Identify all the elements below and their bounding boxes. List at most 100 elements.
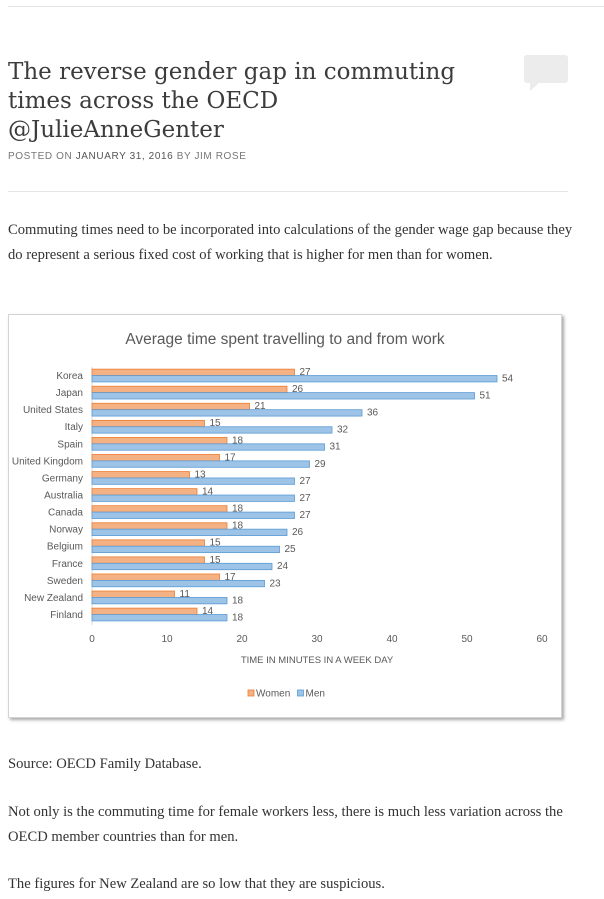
comment-bubble-icon[interactable] xyxy=(524,55,568,91)
bar-women xyxy=(91,488,198,496)
bar-women xyxy=(91,539,205,547)
meta-author[interactable]: BY JIM ROSE xyxy=(176,151,247,162)
x-tick-label: 30 xyxy=(311,634,323,645)
category-label: United States xyxy=(23,405,83,416)
data-label-women: 13 xyxy=(195,469,207,480)
data-label-men: 36 xyxy=(367,408,379,419)
legend-label-women: Women xyxy=(256,689,290,700)
post-title-line-1: The reverse gender gap in commuting xyxy=(8,59,456,85)
category-label: Australia xyxy=(44,491,83,502)
data-label-women: 15 xyxy=(210,538,222,549)
bar-women xyxy=(91,419,205,428)
content-divider xyxy=(8,191,568,192)
paragraph-source: Source: OECD Family Database. xyxy=(8,756,202,772)
post-title-line-3: @JulieAnneGenter xyxy=(8,117,224,143)
category-label: United Kingdom xyxy=(12,456,83,467)
legend-swatch-men xyxy=(297,689,304,697)
bar-men xyxy=(91,409,363,417)
category-label: Sweden xyxy=(47,576,83,587)
bar-men xyxy=(91,562,273,571)
data-label-men: 25 xyxy=(285,544,297,555)
data-label-women: 18 xyxy=(232,521,244,532)
chart-title: Average time spent travelling to and fro… xyxy=(125,331,445,348)
data-label-women: 17 xyxy=(225,572,237,583)
legend-swatch-women xyxy=(247,689,255,697)
category-label: Spain xyxy=(57,439,83,450)
bar-men xyxy=(91,477,295,485)
meta-posted-on: POSTED ON xyxy=(8,151,73,162)
data-label-men: 54 xyxy=(502,373,514,384)
data-label-women: 17 xyxy=(225,452,237,463)
bar-men xyxy=(91,426,333,434)
bar-men xyxy=(91,614,228,622)
category-label: Germany xyxy=(42,473,83,484)
data-label-men: 18 xyxy=(232,595,244,606)
category-label: France xyxy=(52,559,84,570)
data-label-men: 24 xyxy=(277,561,289,572)
bar-men xyxy=(91,597,228,605)
bar-women xyxy=(91,385,288,394)
x-tick-label: 60 xyxy=(536,634,548,645)
bar-women xyxy=(91,573,220,581)
legend-label-men: Men xyxy=(306,689,325,700)
data-label-men: 23 xyxy=(270,578,282,589)
paragraph-intro: Commuting times need to be incorporated … xyxy=(8,222,573,263)
category-label: Japan xyxy=(56,388,83,399)
bar-women xyxy=(91,590,175,598)
data-label-men: 26 xyxy=(292,527,304,538)
paragraph-variation: Not only is the commuting time for femal… xyxy=(8,804,563,845)
bar-chart: Average time spent travelling to and fro… xyxy=(12,331,548,700)
data-label-men: 31 xyxy=(330,442,342,453)
data-label-men: 51 xyxy=(480,391,492,402)
paragraph-new-zealand: The figures for New Zealand are so low t… xyxy=(8,876,385,892)
category-label: Belgium xyxy=(47,542,83,553)
chart-container: Average time spent travelling to and fro… xyxy=(8,314,562,718)
data-label-women: 18 xyxy=(232,435,244,446)
data-label-women: 21 xyxy=(255,401,267,412)
data-label-men: 18 xyxy=(232,612,244,623)
bar-women xyxy=(91,368,295,376)
x-tick-label: 40 xyxy=(386,634,398,645)
category-label: Italy xyxy=(65,422,83,433)
data-label-women: 14 xyxy=(202,487,214,498)
bar-women xyxy=(91,556,205,564)
x-tick-label: 20 xyxy=(236,634,248,645)
x-axis-label: TIME IN MINUTES IN A WEEK DAY xyxy=(241,655,394,666)
x-tick-label: 0 xyxy=(89,634,95,645)
data-label-women: 14 xyxy=(202,606,214,617)
bar-men xyxy=(91,392,475,400)
data-label-women: 15 xyxy=(210,555,222,566)
bar-women xyxy=(91,607,198,615)
bar-women xyxy=(91,437,228,445)
data-label-women: 26 xyxy=(292,384,304,395)
data-label-women: 15 xyxy=(210,418,222,429)
meta-date-link[interactable]: JANUARY 31, 2016 xyxy=(75,151,174,162)
data-label-men: 27 xyxy=(300,493,312,504)
bar-men xyxy=(91,375,498,383)
category-label: Finland xyxy=(50,610,83,621)
bar-men xyxy=(91,545,280,554)
bar-men xyxy=(91,528,288,536)
bar-men xyxy=(91,511,295,519)
bar-women xyxy=(91,522,228,530)
bar-women xyxy=(91,505,228,513)
category-label: Norway xyxy=(49,525,83,536)
bar-women xyxy=(91,471,190,479)
data-label-women: 27 xyxy=(300,367,312,378)
post-meta: POSTED ON JANUARY 31, 2016 BY JIM ROSE xyxy=(8,151,246,162)
bar-women xyxy=(91,402,250,411)
bar-men xyxy=(91,579,265,588)
category-label: Canada xyxy=(48,508,83,519)
data-label-men: 27 xyxy=(300,510,312,521)
data-label-men: 32 xyxy=(337,425,349,436)
post-title[interactable]: The reverse gender gap in commuting time… xyxy=(8,58,508,145)
x-tick-label: 50 xyxy=(461,634,473,645)
bar-women xyxy=(91,454,220,462)
category-label: Korea xyxy=(56,371,83,382)
data-label-women: 11 xyxy=(180,589,191,600)
data-label-men: 29 xyxy=(315,459,327,470)
post-title-line-2: times across the OECD xyxy=(8,88,279,114)
data-label-men: 27 xyxy=(300,476,312,487)
bar-men xyxy=(91,460,310,468)
bar-men xyxy=(91,443,325,451)
